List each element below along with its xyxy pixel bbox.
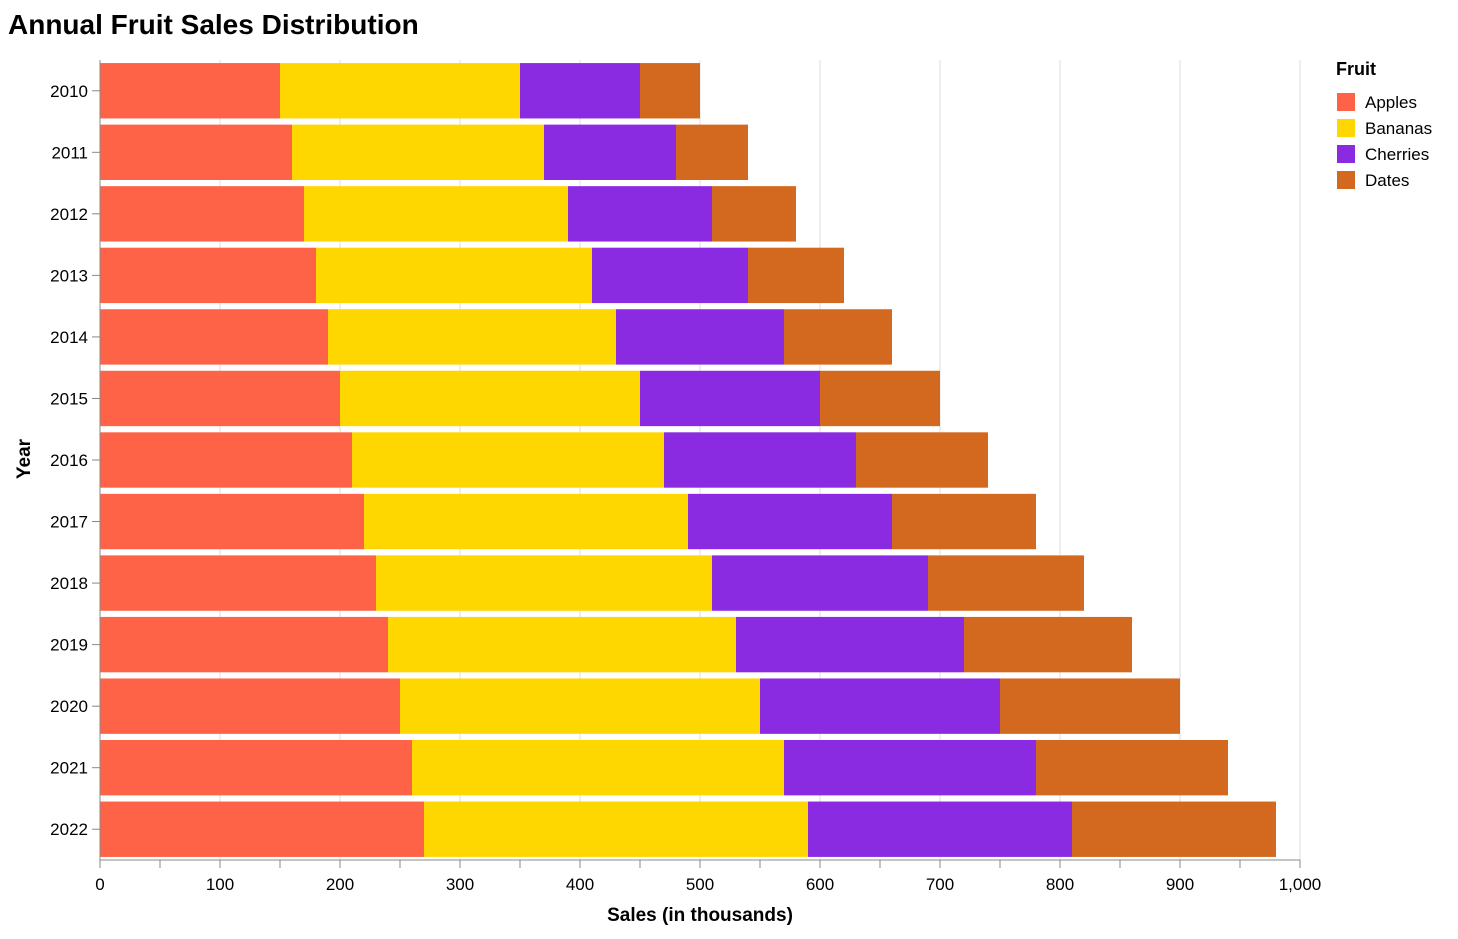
bar-apples-2015 <box>100 370 340 427</box>
bar-dates-2010 <box>640 63 700 119</box>
x-axis-title: Sales (in thousands) <box>607 905 793 926</box>
y-tick-label: 2016 <box>50 451 88 470</box>
legend-items: Apples Bananas Cherries Dates <box>1337 93 1432 190</box>
bar-apples-2022 <box>100 801 424 857</box>
y-tick-label: 2020 <box>50 697 88 716</box>
y-tick-label: 2013 <box>50 266 88 285</box>
bar-cherries-2015 <box>640 370 820 427</box>
bar-dates-2011 <box>676 124 748 180</box>
bar-dates-2012 <box>712 186 796 242</box>
bar-dates-2021 <box>1036 740 1228 796</box>
bar-bananas-2015 <box>340 370 640 427</box>
bar-apples-2011 <box>100 124 292 180</box>
bar-bananas-2022 <box>424 801 808 857</box>
x-tick-label: 100 <box>206 875 234 894</box>
bar-apples-2016 <box>100 432 352 488</box>
bar-cherries-2021 <box>784 740 1036 796</box>
bar-bananas-2021 <box>412 740 784 796</box>
bar-cherries-2010 <box>520 63 640 119</box>
bar-cherries-2022 <box>808 801 1072 857</box>
y-tick-label: 2015 <box>50 389 88 408</box>
bars-layer <box>100 63 1276 857</box>
legend-swatch-dates <box>1337 171 1355 189</box>
x-axis: 0 100 200 300 400 500 600 700 800 900 1,000 <box>95 859 1322 894</box>
bar-cherries-2017 <box>688 493 892 550</box>
x-tick-label: 600 <box>806 875 834 894</box>
bar-apples-2017 <box>100 493 364 550</box>
bar-bananas-2018 <box>376 555 712 611</box>
bar-cherries-2016 <box>664 432 856 488</box>
bar-cherries-2011 <box>544 124 676 180</box>
y-tick-label: 2019 <box>50 636 88 655</box>
legend-title: Fruit <box>1336 59 1376 79</box>
legend-label-bananas: Bananas <box>1365 119 1432 138</box>
legend-label-dates: Dates <box>1365 171 1409 190</box>
legend-swatch-cherries <box>1337 145 1355 163</box>
bar-cherries-2019 <box>736 616 964 673</box>
bar-dates-2017 <box>892 493 1036 550</box>
x-tick-label: 900 <box>1166 875 1194 894</box>
y-tick-label: 2012 <box>50 205 88 224</box>
y-tick-label: 2022 <box>50 820 88 839</box>
bar-bananas-2013 <box>316 247 592 304</box>
bar-dates-2019 <box>964 616 1132 673</box>
x-tick-label: 1,000 <box>1279 875 1322 894</box>
legend: Fruit Apples Bananas Cherries Dates <box>1336 59 1432 190</box>
y-tick-label: 2010 <box>50 82 88 101</box>
y-tick-label: 2018 <box>50 574 88 593</box>
bar-dates-2018 <box>928 555 1084 611</box>
bar-bananas-2020 <box>400 678 760 734</box>
x-tick-label: 500 <box>686 875 714 894</box>
bar-cherries-2012 <box>568 186 712 242</box>
y-axis-title: Year <box>14 438 35 479</box>
y-tick-label: 2017 <box>50 513 88 532</box>
bar-apples-2019 <box>100 616 388 673</box>
bar-cherries-2013 <box>592 247 748 304</box>
bar-apples-2021 <box>100 740 412 796</box>
bar-apples-2013 <box>100 247 316 304</box>
bar-bananas-2014 <box>328 309 616 365</box>
x-tick-label: 200 <box>326 875 354 894</box>
bar-dates-2022 <box>1072 801 1276 857</box>
bar-apples-2020 <box>100 678 400 734</box>
y-tick-label: 2021 <box>50 759 88 778</box>
bar-bananas-2017 <box>364 493 688 550</box>
x-tick-label: 800 <box>1046 875 1074 894</box>
bar-dates-2015 <box>820 370 940 427</box>
bar-cherries-2020 <box>760 678 1000 734</box>
bar-bananas-2010 <box>280 63 520 119</box>
bar-apples-2014 <box>100 309 328 365</box>
x-tick-label: 400 <box>566 875 594 894</box>
bar-cherries-2018 <box>712 555 928 611</box>
bar-bananas-2016 <box>352 432 664 488</box>
bar-apples-2018 <box>100 555 376 611</box>
bar-cherries-2014 <box>616 309 784 365</box>
bar-bananas-2011 <box>292 124 544 180</box>
x-tick-label: 0 <box>95 875 104 894</box>
bar-apples-2010 <box>100 63 280 119</box>
legend-label-cherries: Cherries <box>1365 145 1429 164</box>
legend-label-apples: Apples <box>1365 93 1417 112</box>
bar-apples-2012 <box>100 186 304 242</box>
chart-title: Annual Fruit Sales Distribution <box>8 9 419 40</box>
bar-dates-2014 <box>784 309 892 365</box>
bar-bananas-2019 <box>388 616 736 673</box>
legend-swatch-apples <box>1337 93 1355 111</box>
x-tick-label: 300 <box>446 875 474 894</box>
legend-swatch-bananas <box>1337 119 1355 137</box>
bar-dates-2020 <box>1000 678 1180 734</box>
y-tick-label: 2011 <box>51 143 88 162</box>
bar-dates-2013 <box>748 247 844 304</box>
bar-bananas-2012 <box>304 186 568 242</box>
x-tick-label: 700 <box>926 875 954 894</box>
bar-dates-2016 <box>856 432 988 488</box>
y-tick-label: 2014 <box>50 328 88 347</box>
y-axis: 2010 2011 2012 2013 2014 2015 2016 2017 2018 2019… <box>50 60 101 860</box>
